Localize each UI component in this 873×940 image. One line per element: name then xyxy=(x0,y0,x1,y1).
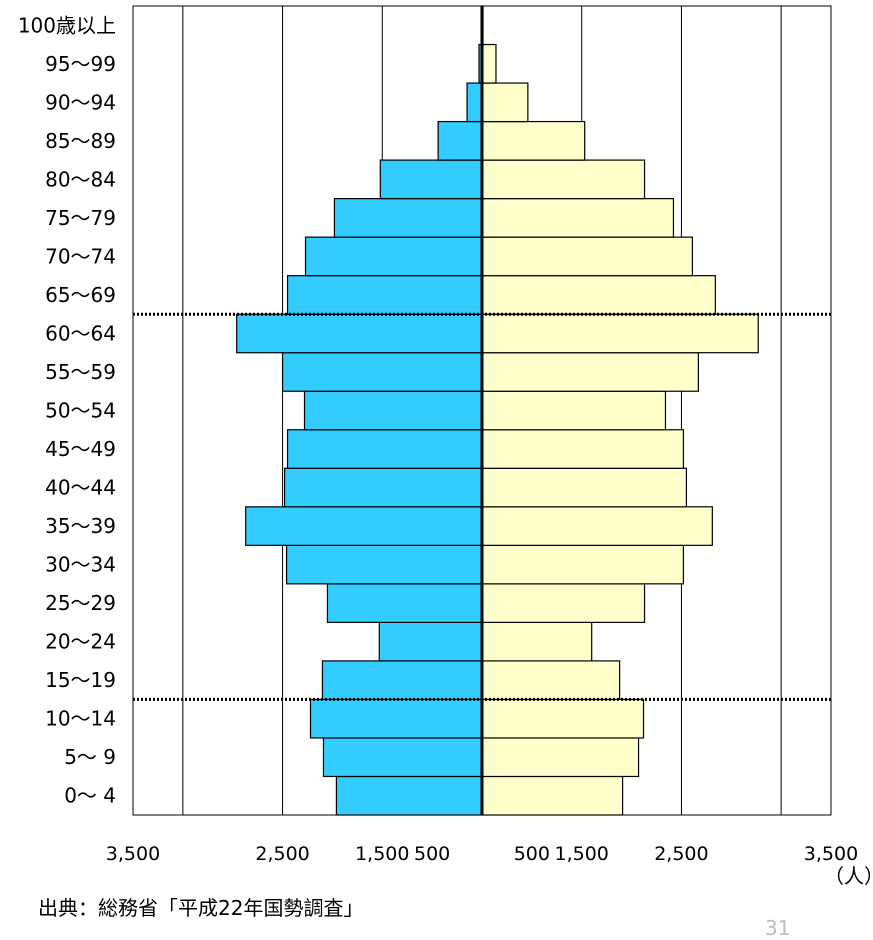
x-tick-label-4: 500 xyxy=(514,843,550,865)
age-label-18: 90～94 xyxy=(45,90,116,114)
bar-left-1 xyxy=(323,738,482,777)
bar-right-14 xyxy=(482,237,692,276)
x-tick-label-1: 2,500 xyxy=(255,843,309,865)
bar-left-14 xyxy=(306,237,482,276)
bar-right-19 xyxy=(482,45,496,84)
age-label-6: 30～34 xyxy=(45,553,116,577)
age-label-8: 40～44 xyxy=(45,476,116,500)
age-label-20: 100歳以上 xyxy=(18,13,116,37)
age-label-7: 35～39 xyxy=(45,514,116,538)
bar-left-8 xyxy=(285,468,482,507)
bar-right-2 xyxy=(482,699,644,738)
bar-right-10 xyxy=(482,391,665,430)
bar-right-18 xyxy=(482,83,528,122)
bar-left-11 xyxy=(283,353,482,392)
age-label-2: 10～14 xyxy=(45,707,116,731)
bar-right-5 xyxy=(482,584,645,623)
bar-left-9 xyxy=(288,430,482,469)
age-label-4: 20～24 xyxy=(45,630,116,654)
bar-right-12 xyxy=(482,314,758,353)
bar-right-13 xyxy=(482,276,715,315)
age-label-13: 65～69 xyxy=(45,283,116,307)
bar-right-6 xyxy=(482,545,683,584)
bar-right-0 xyxy=(482,776,623,815)
bar-left-13 xyxy=(288,276,482,315)
age-label-1: 5～ 9 xyxy=(64,745,116,769)
x-tick-label-0: 3,500 xyxy=(106,843,160,865)
x-tick-label-6: 2,500 xyxy=(654,843,708,865)
bar-left-10 xyxy=(305,391,482,430)
age-label-15: 75～79 xyxy=(45,206,116,230)
unit-label: （人） xyxy=(824,860,873,889)
bar-right-17 xyxy=(482,122,585,161)
age-label-12: 60～64 xyxy=(45,321,116,345)
bar-left-16 xyxy=(380,160,482,199)
age-label-0: 0～ 4 xyxy=(64,784,116,808)
age-label-16: 80～84 xyxy=(45,167,116,191)
age-label-19: 95～99 xyxy=(45,52,116,76)
age-label-11: 55～59 xyxy=(45,360,116,384)
bar-right-11 xyxy=(482,353,698,392)
bar-left-15 xyxy=(334,199,482,238)
bar-left-18 xyxy=(467,83,482,122)
age-label-5: 25～29 xyxy=(45,591,116,615)
bar-right-3 xyxy=(482,661,620,700)
age-label-10: 50～54 xyxy=(45,399,116,423)
bar-left-6 xyxy=(287,545,482,584)
source-note: 出典：総務省「平成22年国勢調査」 xyxy=(38,892,363,921)
bar-left-12 xyxy=(237,314,482,353)
bar-right-15 xyxy=(482,199,673,238)
bar-left-3 xyxy=(322,661,482,700)
x-tick-label-5: 1,500 xyxy=(555,843,609,865)
x-tick-label-3: 500 xyxy=(414,843,450,865)
bar-right-4 xyxy=(482,622,592,661)
page-number: 31 xyxy=(765,916,790,940)
age-label-3: 15～19 xyxy=(45,668,116,692)
bar-left-17 xyxy=(438,122,482,161)
bar-left-2 xyxy=(310,699,482,738)
bar-right-8 xyxy=(482,468,686,507)
bar-left-0 xyxy=(336,776,482,815)
age-label-9: 45～49 xyxy=(45,437,116,461)
bar-left-4 xyxy=(379,622,482,661)
bar-right-16 xyxy=(482,160,645,199)
age-label-14: 70～74 xyxy=(45,244,116,268)
x-tick-label-2: 1,500 xyxy=(355,843,409,865)
bar-right-7 xyxy=(482,507,712,546)
bar-left-5 xyxy=(327,584,482,623)
bar-right-9 xyxy=(482,430,683,469)
bar-left-7 xyxy=(246,507,482,546)
bar-right-1 xyxy=(482,738,639,777)
age-label-17: 85～89 xyxy=(45,129,116,153)
